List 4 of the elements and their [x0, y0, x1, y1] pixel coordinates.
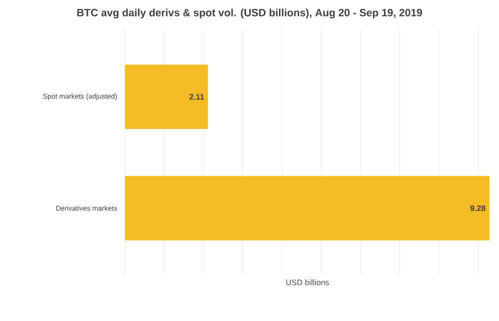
- x-axis-title: USD billions: [286, 279, 329, 286]
- data-label: 2.11: [189, 94, 204, 100]
- data-label: 9.28: [470, 205, 486, 212]
- chart-title: BTC avg daily derivs & spot vol. (USD billions), Aug 20 - Sep 19, 2019: [77, 8, 422, 18]
